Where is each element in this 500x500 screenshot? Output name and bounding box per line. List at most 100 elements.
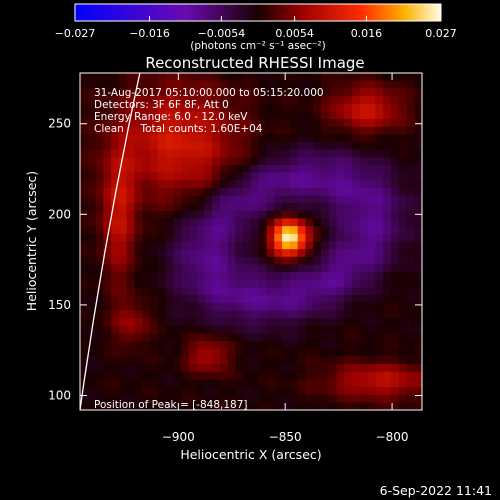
heatmap-pixel [282,402,291,410]
heatmap-pixel [95,256,104,265]
heatmap-pixel [406,218,415,227]
heatmap-pixel [297,310,306,319]
heatmap-pixel [251,141,260,151]
heatmap-pixel [235,295,244,304]
heatmap-pixel [111,210,120,220]
heatmap-pixel [305,88,314,97]
heatmap-pixel [95,371,104,380]
heatmap-pixel [367,103,376,112]
heatmap-pixel [320,249,330,258]
heatmap-pixel [320,394,330,403]
heatmap-pixel [313,195,322,204]
heatmap-pixel [336,218,345,227]
heatmap-pixel [165,325,174,334]
heatmap-pixel [328,348,337,357]
heatmap-pixel [375,95,384,105]
heatmap-pixel [297,111,306,120]
heatmap-pixel [95,241,104,250]
heatmap-pixel [219,141,229,151]
heatmap-pixel [297,302,306,311]
heatmap-pixel [126,203,135,212]
heatmap-pixel [266,80,275,89]
heatmap-pixel [251,73,260,82]
heatmap-pixel [375,341,384,350]
heatmap-pixel [87,348,97,357]
heatmap-pixel [95,394,104,403]
heatmap-pixel [406,256,415,265]
heatmap-pixel [126,341,135,350]
heatmap-pixel [390,226,400,235]
heatmap-pixel [305,187,314,197]
heatmap-pixel [390,218,400,227]
heatmap-pixel [103,356,112,365]
heatmap-pixel [282,241,291,250]
peak-position-label: Position of Peak = [-848,187] [94,399,248,411]
heatmap-pixel [383,195,392,204]
heatmap-pixel [87,134,97,143]
heatmap-pixel [204,218,213,227]
heatmap-pixel [134,203,143,212]
heatmap-pixel [320,356,330,365]
heatmap-pixel [258,226,268,235]
heatmap-pixel [95,95,104,105]
heatmap-pixel [157,95,166,105]
heatmap-pixel [297,371,306,380]
heatmap-pixel [126,195,135,204]
heatmap-pixel [305,287,314,296]
heatmap-pixel [297,387,306,396]
heatmap-pixel [359,126,369,135]
heatmap-pixel [414,195,422,204]
heatmap-pixel [227,172,236,181]
heatmap-pixel [414,302,422,311]
heatmap-pixel [375,226,384,235]
heatmap-pixel [149,157,159,166]
heatmap-pixel [398,134,407,143]
heatmap-pixel [243,371,252,380]
heatmap-pixel [149,379,159,388]
heatmap-pixel [235,287,244,296]
heatmap-pixel [367,218,376,227]
heatmap-pixel [383,226,392,235]
heatmap-pixel [390,287,400,296]
heatmap-pixel [328,387,337,396]
heatmap-pixel [219,402,229,410]
heatmap-pixel [266,310,275,319]
heatmap-pixel [390,356,400,365]
heatmap-pixel [266,233,275,242]
heatmap-pixel [359,226,369,235]
heatmap-pixel [157,203,166,212]
heatmap-pixel [103,172,112,181]
heatmap-pixel [157,73,166,82]
heatmap-pixel [305,126,314,135]
heatmap-pixel [266,318,275,327]
heatmap-pixel [227,310,236,319]
heatmap-pixel [204,103,213,112]
heatmap-pixel [313,364,322,373]
heatmap-pixel [149,364,159,373]
heatmap-pixel [219,371,229,380]
heatmap-pixel [235,318,244,327]
heatmap-pixel [149,226,159,235]
heatmap-pixel [111,73,120,82]
heatmap-pixel [406,387,415,396]
colorbar-tick-label: −0.016 [129,27,170,40]
heatmap-pixel [359,203,369,212]
heatmap-pixel [111,249,120,258]
heatmap-pixel [336,149,345,158]
heatmap-pixel [126,187,135,197]
heatmap-pixel [390,210,400,220]
heatmap-pixel [367,164,376,174]
heatmap-pixel [87,195,97,204]
heatmap-pixel [320,95,330,105]
heatmap-pixel [87,103,97,112]
heatmap-pixel [398,394,407,403]
solar-limb-line [80,73,141,410]
heatmap-pixel [87,295,97,304]
heatmap-pixel [414,241,422,250]
heatmap-pixel [266,203,275,212]
heatmap-pixel [219,172,229,181]
heatmap-pixel [297,103,306,112]
heatmap-pixel [219,310,229,319]
heatmap-pixel [165,210,174,220]
heatmap-pixel [235,164,244,174]
